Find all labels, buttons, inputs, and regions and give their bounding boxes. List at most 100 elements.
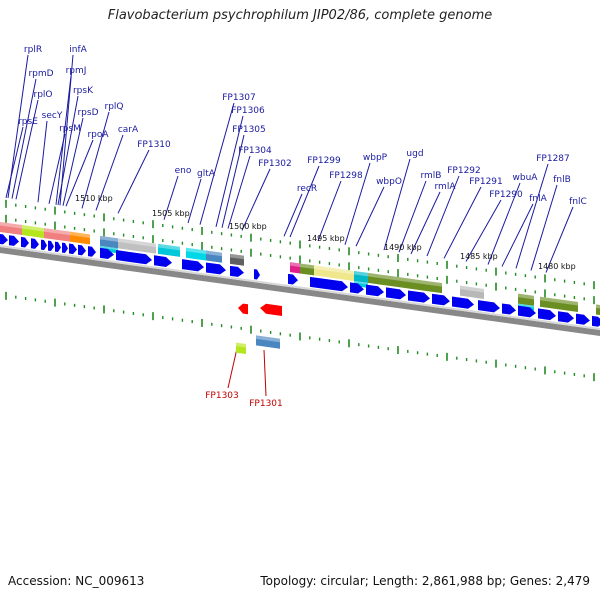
feature-box (596, 304, 600, 315)
kbp-label: 1495 kbp (307, 234, 345, 243)
scale-ticks (5, 199, 595, 382)
kbp-label: 1505 kbp (152, 209, 190, 218)
gene-arrow-plus (310, 276, 348, 292)
gene-label: rpmJ (66, 66, 87, 76)
gene-label: FP1307 (222, 93, 256, 103)
feature-box (206, 250, 222, 263)
leader-line (283, 193, 303, 237)
gene-label: rpsE (18, 117, 38, 127)
gene-label: fnlA (529, 194, 547, 204)
leader-line (289, 165, 320, 238)
feature-box (236, 342, 246, 355)
gene-arrow-plus (116, 250, 152, 265)
gene-label: rplQ (105, 102, 124, 112)
leader-line (199, 102, 235, 225)
gene-arrows-minus (238, 303, 282, 317)
leader-line (317, 180, 342, 242)
gene-arrow-plus (432, 293, 450, 306)
gene-arrow-plus (478, 300, 500, 313)
leader-line (37, 120, 48, 203)
gene-arrow-plus (350, 282, 364, 294)
gene-label: rpoA (87, 130, 109, 140)
kbp-label: 1510 kbp (75, 194, 113, 203)
leader-line (95, 134, 124, 211)
leader-line (117, 149, 150, 214)
leader-line (344, 162, 371, 245)
gene-arrow-plus (0, 233, 8, 245)
gene-label: ugd (406, 149, 423, 159)
gene-arrow-plus (518, 305, 536, 318)
feature-box (186, 247, 206, 261)
feature-box (518, 293, 534, 306)
gene-arrow-plus (9, 235, 19, 246)
gene-labels-plus: rplR infA rpmD rpmJ rplO rpsK rpsE secY rpsD rpsM… (18, 45, 587, 207)
leader-lines (5, 54, 574, 397)
leader-line (410, 191, 441, 255)
leader-line (501, 203, 534, 267)
feature-box (290, 262, 300, 274)
leader-line (65, 139, 94, 207)
feature-box (412, 278, 428, 292)
feature-box (460, 285, 484, 299)
feature-box (100, 235, 118, 249)
leader-line (15, 99, 39, 200)
leader-line (62, 117, 84, 206)
kbp-label: 1500 kbp (229, 222, 267, 231)
leader-line (241, 168, 271, 231)
gene-label: FP1292 (447, 166, 481, 176)
genome-backbone (0, 245, 600, 336)
gene-arrow-plus (41, 239, 47, 251)
gene-arrow-minus (260, 303, 282, 317)
accession-text: Accession: NC_009613 (8, 574, 145, 588)
gene-label: FP1303 (205, 391, 239, 401)
gene-label: recR (297, 184, 317, 194)
gene-label: secY (42, 111, 63, 121)
gene-label: eno (175, 166, 192, 176)
gene-labels-minus: FP1303 FP1301 (205, 391, 283, 409)
feature-box (300, 263, 314, 276)
gene-arrow-plus (31, 238, 39, 249)
leader-line (426, 175, 460, 257)
gene-arrow-plus (254, 269, 260, 280)
gene-label: rplR (24, 45, 42, 55)
gene-label: rmlA (435, 182, 457, 192)
feature-boxes-plus (0, 222, 600, 355)
leader-line (515, 163, 549, 269)
gene-arrow-plus (55, 241, 61, 253)
leader-line (487, 182, 521, 265)
gene-label: rpsM (59, 124, 81, 134)
leader-line (383, 158, 411, 251)
gene-label: FP1305 (232, 125, 266, 135)
leader-line (11, 78, 37, 199)
leader-line (5, 126, 24, 198)
gene-label: fnlB (553, 175, 571, 185)
leader-line (465, 199, 502, 262)
gene-label: infA (69, 45, 87, 55)
leader-line (355, 186, 385, 247)
gene-label: wbpP (363, 153, 388, 163)
gene-label: rpmD (28, 69, 53, 79)
leader-line (163, 175, 179, 220)
feature-box (70, 231, 90, 245)
gene-label: carA (118, 125, 139, 135)
leader-line (57, 95, 79, 206)
gene-label: FP1301 (249, 399, 283, 409)
gene-arrow-plus (88, 246, 96, 257)
gene-arrow-plus (100, 247, 114, 259)
gene-arrow-minus (238, 303, 248, 315)
gene-label: FP1298 (329, 171, 363, 181)
gene-arrow-plus (48, 240, 54, 252)
leader-line (545, 206, 574, 273)
feature-box (256, 335, 280, 349)
feature-box (230, 253, 244, 266)
backbone-highlight (0, 245, 600, 330)
leader-line (263, 349, 267, 397)
gene-arrows-plus (0, 233, 600, 327)
gene-label: FP1290 (489, 190, 523, 200)
kbp-label: 1480 kbp (538, 262, 576, 271)
leader-line (227, 155, 251, 229)
gene-arrow-plus (366, 284, 384, 297)
gene-arrow-plus (154, 255, 172, 267)
leader-line (187, 178, 202, 224)
